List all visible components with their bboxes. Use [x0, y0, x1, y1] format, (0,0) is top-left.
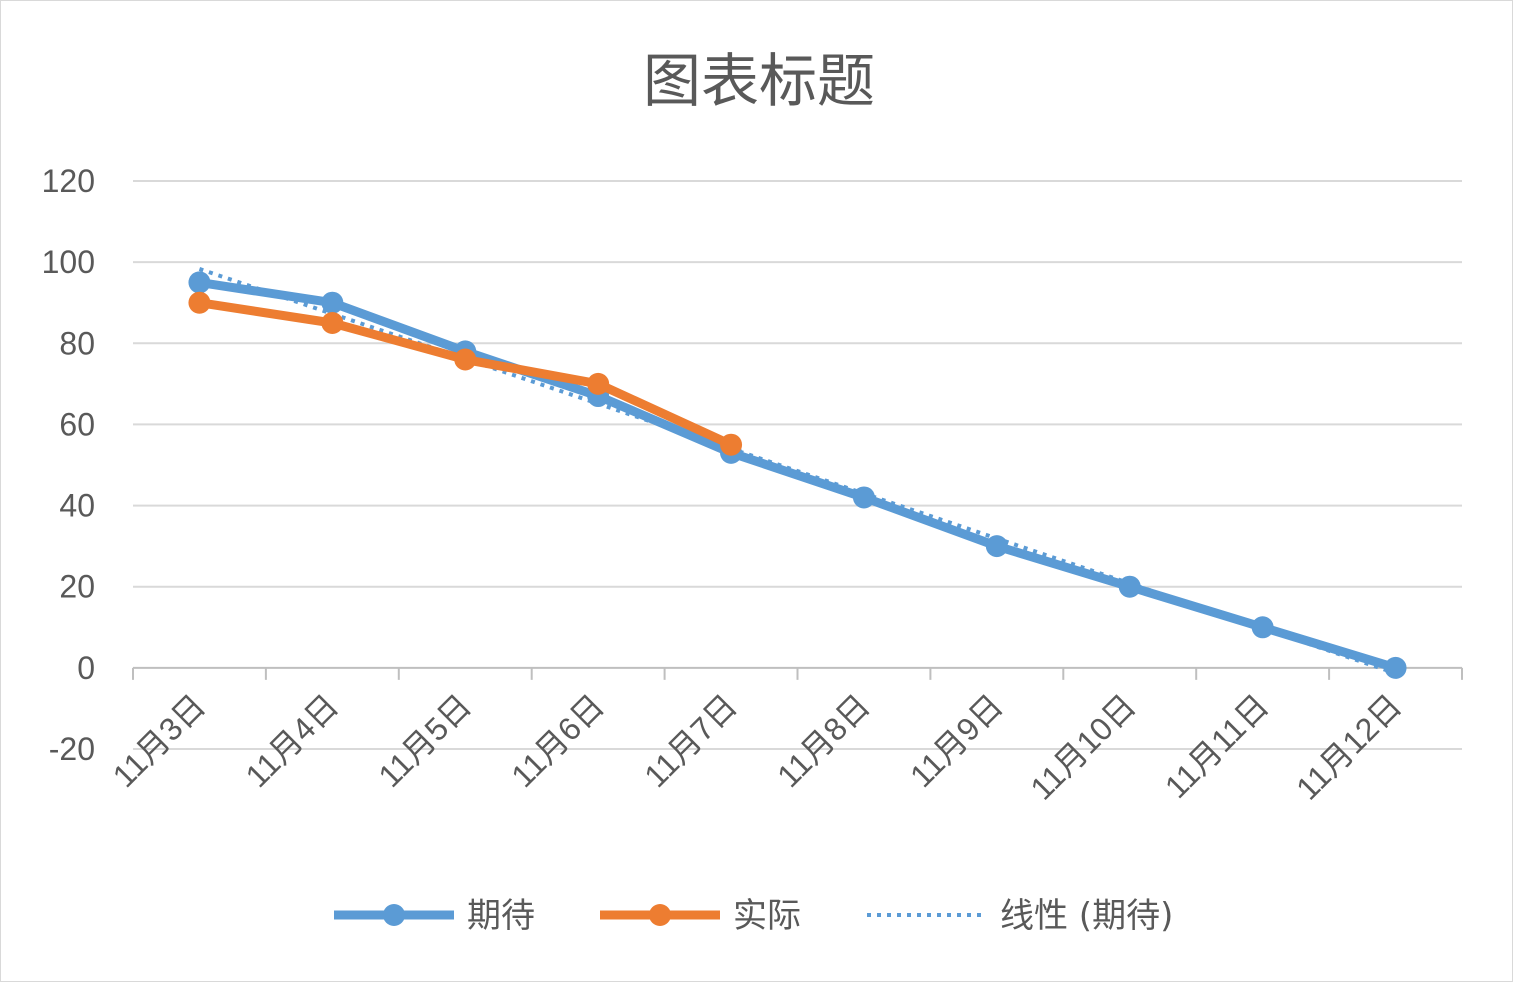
x-tick-label: 11月3日 — [106, 687, 213, 794]
y-tick-label: 40 — [59, 488, 95, 524]
legend-label-trendline: 线性 (期待) — [1000, 896, 1173, 936]
data-point-actual[interactable] — [454, 348, 477, 371]
data-point-actual[interactable] — [188, 291, 211, 314]
x-tick-label: 11月8日 — [770, 687, 877, 794]
data-point-actual[interactable] — [587, 372, 610, 395]
legend-label-expected: 期待 — [467, 896, 535, 936]
gridlines — [133, 180, 1462, 750]
data-point-expected[interactable] — [188, 271, 211, 294]
legend-label-actual: 实际 — [733, 896, 801, 936]
y-tick-label: 20 — [59, 569, 95, 605]
data-point-expected[interactable] — [1384, 656, 1407, 679]
y-tick-label: 60 — [59, 406, 95, 442]
series-actual — [188, 291, 743, 456]
x-axis-labels: 11月3日 11月4日 11月5日 11月6日 11月7日 11月8日 11月9日 11月10… — [106, 687, 1409, 806]
data-point-expected[interactable] — [985, 535, 1008, 558]
data-point-actual[interactable] — [321, 312, 344, 334]
legend-item-actual[interactable]: 实际 — [600, 896, 801, 936]
data-point-expected[interactable] — [1251, 616, 1274, 639]
legend: 期待 实际 线性 (期待) — [334, 896, 1173, 936]
x-tick-label: 11月4日 — [239, 687, 346, 794]
x-tick-label: 11月11日 — [1158, 687, 1276, 805]
y-tick-label: 0 — [77, 650, 95, 686]
y-tick-label: 100 — [42, 244, 95, 280]
x-tick-label: 11月7日 — [637, 687, 744, 794]
legend-marker-expected — [383, 904, 405, 926]
x-tick-label: 11月10日 — [1023, 687, 1142, 806]
y-axis: 120 100 80 60 40 20 0 -20 — [42, 163, 95, 767]
x-tick-label: 11月5日 — [371, 687, 478, 794]
y-tick-label: -20 — [49, 731, 95, 767]
x-tick-label: 11月6日 — [504, 687, 611, 794]
legend-item-trendline[interactable]: 线性 (期待) — [867, 896, 1173, 936]
data-point-expected[interactable] — [852, 486, 875, 509]
data-point-expected[interactable] — [1118, 575, 1141, 598]
legend-item-expected[interactable]: 期待 — [334, 896, 535, 936]
x-tick-label: 11月9日 — [903, 687, 1010, 794]
data-point-expected[interactable] — [321, 291, 344, 314]
series — [188, 271, 1407, 679]
chart-title: 图表标题 — [643, 47, 875, 115]
y-tick-label: 120 — [42, 163, 95, 199]
legend-marker-actual — [649, 904, 671, 926]
series-line-expected — [194, 277, 1401, 673]
data-point-actual[interactable] — [720, 433, 743, 456]
x-axis — [132, 667, 1463, 680]
x-tick-label: 11月12日 — [1289, 687, 1408, 806]
y-tick-label: 80 — [59, 325, 95, 361]
